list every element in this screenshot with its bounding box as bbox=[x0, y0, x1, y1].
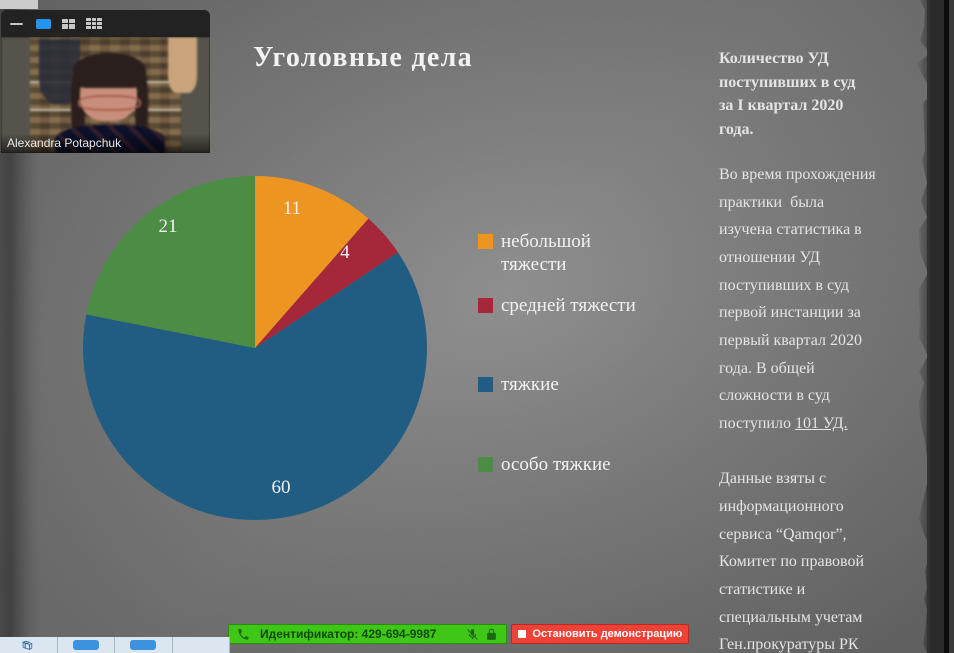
svg-text:11: 11 bbox=[283, 198, 301, 219]
svg-text:21: 21 bbox=[159, 216, 178, 237]
svg-text:60: 60 bbox=[272, 477, 291, 498]
svg-text:4: 4 bbox=[340, 242, 350, 263]
